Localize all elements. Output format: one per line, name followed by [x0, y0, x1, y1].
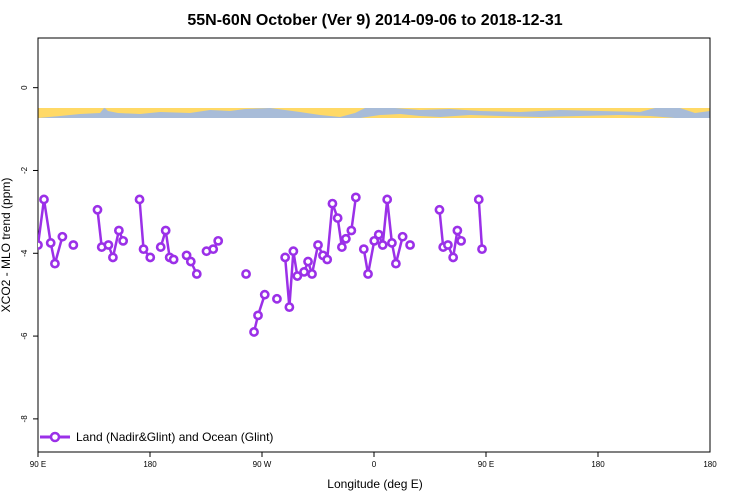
legend: Land (Nadir&Glint) and Ocean (Glint) — [40, 430, 273, 444]
x-axis: 90 E 180 90 W 0 90 E 180 180 — [30, 452, 717, 469]
data-point — [68, 240, 79, 250]
data-point — [456, 235, 467, 246]
x-axis-label: Longitude (deg E) — [327, 477, 422, 491]
data-point — [477, 244, 487, 255]
data-point — [382, 194, 393, 205]
data-point — [292, 271, 303, 281]
ocean-band — [38, 108, 710, 118]
series-line — [38, 198, 64, 265]
y-tick-label: -4 — [20, 249, 29, 257]
data-point — [377, 240, 388, 250]
data-point — [108, 252, 118, 263]
data-point — [118, 235, 129, 246]
data-point — [448, 252, 459, 263]
data-point — [160, 225, 171, 236]
data-point — [38, 240, 43, 250]
chart-title: 55N-60N October (Ver 9) 2014-09-06 to 20… — [187, 12, 562, 29]
x-tick-label: 90 W — [253, 460, 272, 469]
series-line — [477, 199, 484, 250]
data-point — [350, 192, 361, 203]
data-point — [336, 242, 347, 252]
data-point — [332, 213, 343, 223]
data-point — [50, 258, 60, 269]
data-point — [387, 238, 397, 248]
data-point — [253, 310, 263, 321]
data-point — [397, 231, 408, 242]
y-tick-label: -6 — [20, 332, 29, 340]
data-point — [288, 246, 299, 257]
legend-marker — [49, 431, 61, 443]
y-tick-label: -8 — [20, 415, 29, 423]
land-shape — [38, 108, 365, 117]
data-point — [57, 231, 68, 242]
data-point — [405, 240, 415, 250]
data-point — [39, 194, 49, 205]
data-point — [284, 302, 295, 312]
data-point — [272, 293, 282, 304]
data-point — [185, 256, 196, 267]
y-axis-label: XCO2 - MLO trend (ppm) — [0, 178, 13, 313]
data-point — [363, 269, 373, 279]
data-point — [303, 256, 313, 267]
data-point — [208, 244, 219, 255]
data-point — [103, 240, 114, 250]
data-point — [155, 242, 166, 252]
data-point — [181, 250, 192, 261]
x-tick-label: 180 — [703, 460, 717, 469]
data-point — [145, 252, 156, 263]
x-tick-label: 90 E — [478, 460, 494, 469]
land-shape — [395, 108, 655, 112]
land-shape — [680, 108, 710, 113]
data-point — [113, 225, 124, 236]
data-point — [373, 229, 384, 240]
land-shape — [360, 114, 675, 118]
x-tick-label: 180 — [591, 460, 605, 469]
data-point — [358, 244, 369, 255]
data-point — [452, 225, 463, 236]
data-point — [299, 267, 309, 277]
data-point — [434, 204, 445, 215]
data-point — [168, 254, 179, 265]
data-point — [369, 235, 380, 246]
data-point — [322, 254, 333, 265]
data-point — [134, 194, 145, 205]
data-point — [391, 258, 401, 269]
y-axis: 0 -2 -4 -6 -8 — [20, 85, 38, 423]
x-tick-label: 90 E — [30, 460, 46, 469]
data-point — [249, 327, 259, 337]
land-ocean-strip — [38, 108, 710, 118]
data-point — [213, 235, 224, 246]
data-point — [346, 225, 357, 236]
data-point — [313, 240, 323, 250]
data-point — [92, 204, 103, 215]
data-point — [473, 194, 484, 205]
y-tick-label: 0 — [20, 85, 29, 90]
data-point — [307, 269, 317, 279]
data-point — [259, 289, 270, 300]
series-layer — [38, 192, 487, 337]
data-point — [443, 240, 453, 250]
y-tick-label: -2 — [20, 166, 29, 174]
data-point — [191, 269, 202, 279]
data-point — [241, 269, 251, 279]
data-point — [280, 252, 291, 263]
x-tick-label: 180 — [143, 460, 157, 469]
data-point — [45, 238, 56, 248]
data-point — [327, 198, 338, 209]
data-point — [340, 233, 351, 244]
land-mask — [38, 108, 710, 118]
x-tick-label: 0 — [372, 460, 377, 469]
land-shape — [38, 108, 104, 118]
legend-label: Land (Nadir&Glint) and Ocean (Glint) — [76, 430, 273, 444]
data-point — [138, 244, 149, 255]
